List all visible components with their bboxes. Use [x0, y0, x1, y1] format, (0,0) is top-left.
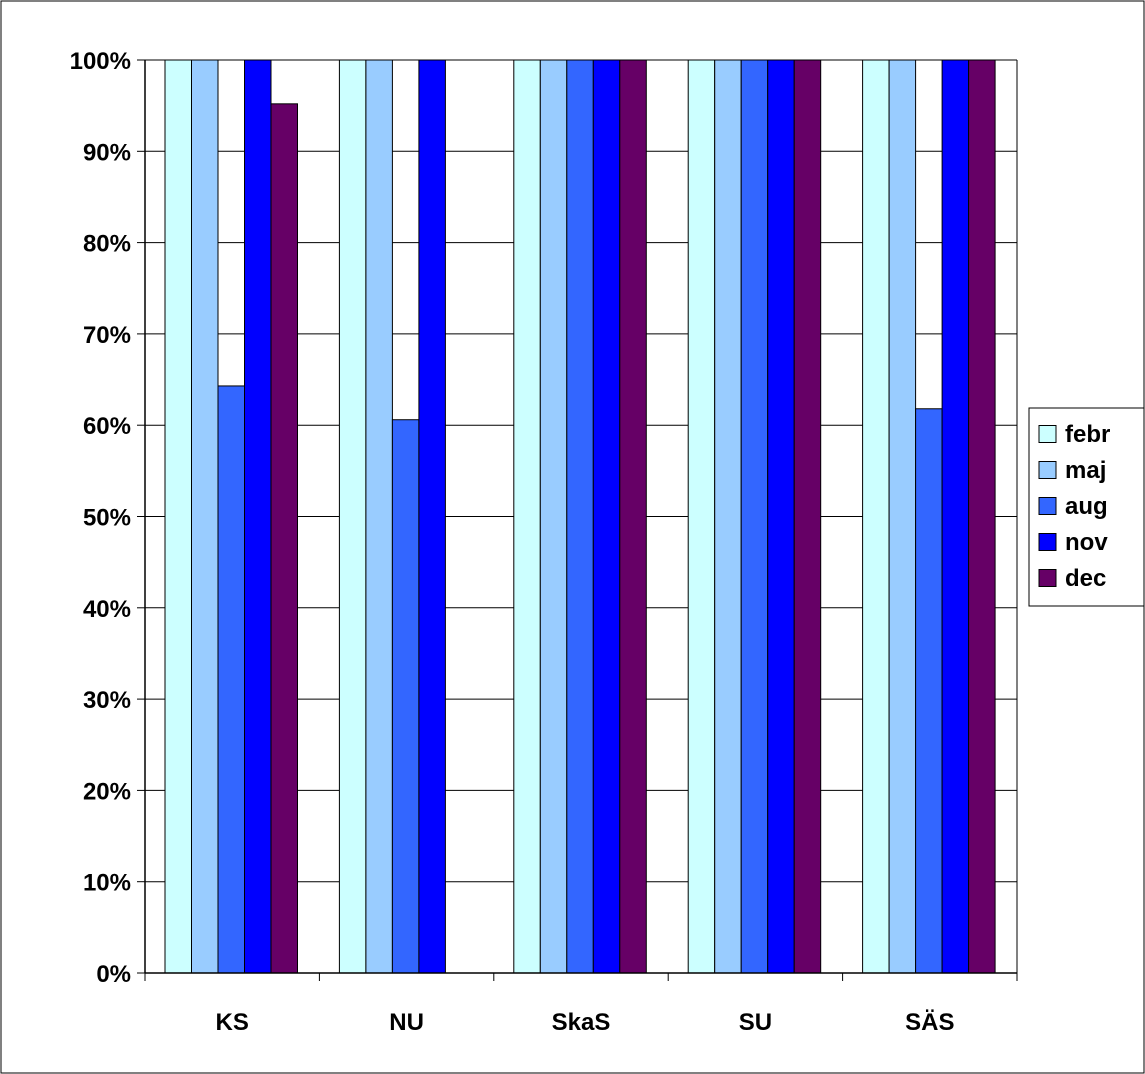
bar-aug-NU: [391, 419, 420, 974]
y-tick-label: 60%: [83, 413, 131, 440]
legend-label-nov: nov: [1065, 529, 1108, 556]
bar-maj-NU: [365, 59, 393, 974]
bar-nov-SU: [767, 59, 795, 974]
x-tick-label: SU: [739, 1009, 772, 1036]
y-tick-label: 20%: [83, 778, 131, 805]
y-tick-label: 30%: [83, 687, 131, 714]
bar-febr-KS: [164, 59, 192, 974]
bar-nov-SÄS: [941, 59, 970, 974]
legend-swatch-dec: [1038, 569, 1057, 587]
bar-aug-KS: [217, 385, 245, 974]
legend-label-febr: febr: [1065, 421, 1110, 448]
legend-label-aug: aug: [1065, 493, 1108, 520]
bar-nov-NU: [418, 59, 446, 974]
x-tick-label: SÄS: [905, 1009, 954, 1036]
y-tick-label: 10%: [83, 870, 131, 897]
bar-aug-SU: [740, 59, 769, 974]
bar-maj-SU: [714, 59, 742, 974]
x-tick-label: NU: [389, 1009, 424, 1036]
legend-label-dec: dec: [1065, 565, 1106, 592]
bar-aug-SÄS: [915, 408, 943, 974]
y-tick-label: 90%: [83, 139, 131, 166]
bar-maj-KS: [191, 59, 219, 974]
bar-febr-SÄS: [862, 59, 890, 974]
y-tick-label: 50%: [83, 505, 131, 532]
bar-febr-SU: [687, 59, 716, 974]
legend-swatch-nov: [1038, 533, 1057, 551]
axis-labels: 0% 10% 20% 30% 40% 50% 60% 70% 80% 90% 100% KS NU Ska…: [70, 48, 955, 1036]
legend-swatch-aug: [1038, 497, 1057, 515]
bar-maj-SÄS: [888, 59, 917, 974]
y-tick-label: 0%: [96, 961, 131, 988]
bar-dec-SÄS: [968, 59, 996, 974]
bar-maj-SkaS: [539, 59, 568, 974]
bar-nov-SkaS: [592, 59, 621, 974]
bar-febr-NU: [338, 59, 367, 974]
y-tick-label: 100%: [70, 48, 131, 75]
legend-swatch-febr: [1038, 425, 1057, 443]
legend-label-maj: maj: [1065, 457, 1106, 484]
y-tick-label: 40%: [83, 596, 131, 623]
bar-dec-SkaS: [619, 59, 647, 974]
axes: [137, 59, 1018, 981]
x-tick-label: SkaS: [552, 1009, 611, 1036]
bars: [164, 59, 996, 974]
x-tick-label: KS: [216, 1009, 249, 1036]
y-tick-label: 80%: [83, 231, 131, 258]
bar-dec-SU: [793, 59, 822, 974]
legend-swatch-maj: [1038, 461, 1057, 479]
bar-aug-SkaS: [566, 59, 594, 974]
y-tick-label: 70%: [83, 322, 131, 349]
bar-nov-KS: [244, 59, 272, 974]
bar-dec-KS: [270, 103, 298, 974]
bar-febr-SkaS: [513, 59, 541, 974]
legend: febr maj aug nov dec: [1028, 407, 1145, 607]
